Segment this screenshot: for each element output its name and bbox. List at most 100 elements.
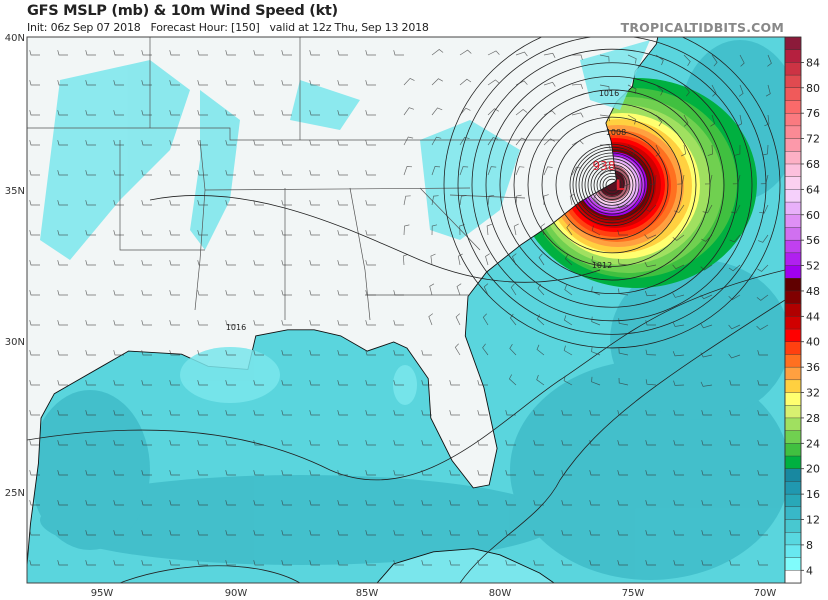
wind-barb — [711, 54, 718, 67]
wind-barb — [337, 200, 348, 206]
wind-barb — [57, 380, 68, 386]
wind-barb — [57, 230, 68, 236]
wind-barb — [449, 440, 460, 446]
wind-barb — [702, 204, 713, 214]
wind-barb — [589, 470, 600, 476]
wind-barb — [617, 259, 629, 266]
isobar-ring — [485, 62, 739, 308]
wind-barb — [29, 500, 40, 506]
wind-barb — [644, 234, 657, 239]
wind-barb — [85, 350, 96, 356]
wind-barb — [393, 500, 404, 506]
wind-barb — [393, 50, 404, 56]
wind-barb — [704, 174, 713, 185]
wind-barb — [141, 500, 152, 506]
wind-barb — [113, 380, 124, 386]
wind-barb — [141, 380, 152, 386]
wind-barb — [729, 560, 740, 566]
colorbar-bin — [784, 87, 802, 101]
lat-label: 25N — [5, 488, 25, 499]
wind-barb — [225, 560, 236, 566]
colorbar-bin — [784, 570, 802, 584]
colorbar-bin — [784, 290, 802, 305]
wind-barb — [309, 200, 320, 206]
wind-barb — [627, 84, 637, 94]
wind-barb — [85, 200, 96, 206]
wind-barb — [197, 230, 208, 236]
colorbar-bin — [784, 328, 802, 343]
wind-barb — [197, 500, 208, 506]
wind-barb — [459, 195, 467, 206]
wind-barb — [393, 470, 404, 476]
colorbar-bin — [784, 138, 802, 152]
wind-barb — [738, 84, 744, 97]
wind-barb — [197, 560, 208, 566]
wind-barb — [729, 410, 740, 416]
wind-barb — [403, 77, 415, 86]
colorbar-label: 8 — [806, 539, 813, 552]
wind-barb — [57, 50, 68, 56]
wind-barb — [505, 530, 516, 536]
wind-barb — [757, 234, 769, 243]
colorbar-label: 80 — [806, 82, 820, 95]
wind-barb — [645, 500, 656, 506]
low-pressure-symbol: L — [616, 178, 625, 194]
wind-barb — [197, 320, 208, 326]
wind-barb — [365, 290, 376, 296]
wind-barb — [113, 260, 124, 266]
isobar-label-1016-gulf: 1016 — [226, 323, 246, 332]
wind-barb — [365, 380, 376, 386]
lon-label: 75W — [622, 588, 645, 599]
wind-barb — [337, 50, 348, 56]
cuba-land — [376, 548, 555, 583]
lat-label: 30N — [5, 337, 25, 348]
colorbar-label: 16 — [806, 488, 820, 501]
wind-barb — [760, 174, 769, 185]
isobar-ring — [499, 75, 725, 295]
wind-barb — [767, 54, 772, 67]
wind-barb — [505, 410, 516, 416]
wind-barb — [431, 78, 443, 86]
wind-barb — [85, 440, 96, 446]
colorbar-bin — [784, 506, 802, 521]
wind-barb — [169, 80, 180, 86]
wind-barb — [673, 500, 684, 506]
wind-barb — [169, 50, 180, 56]
wind-barb — [225, 470, 236, 476]
wind-barb — [757, 410, 768, 416]
wind-barb — [645, 440, 656, 446]
wind-barb — [365, 410, 376, 416]
wind-barb — [571, 140, 584, 146]
wind-barb — [543, 81, 556, 87]
wind-barb — [627, 54, 637, 64]
wind-barb — [617, 440, 628, 446]
wind-barb — [487, 194, 495, 206]
wind-barb — [509, 344, 517, 356]
wind-barb — [113, 230, 124, 236]
wind-barb — [454, 343, 461, 356]
colorbar-label: 84 — [806, 56, 820, 69]
wind-barb — [253, 230, 264, 236]
wind-barb — [337, 350, 348, 356]
wind-barb — [533, 440, 544, 446]
wind-barb — [701, 440, 712, 446]
wind-barb — [197, 350, 208, 356]
wind-barb — [253, 380, 264, 386]
wind-barb — [85, 320, 96, 326]
wind-barb — [57, 260, 68, 266]
wind-barb — [365, 170, 376, 176]
wind-barb — [337, 530, 348, 536]
wind-barb — [281, 50, 292, 56]
wind-barb — [700, 294, 713, 300]
wind-barb — [365, 50, 376, 56]
wind-barb — [421, 440, 432, 446]
wind-barb — [538, 253, 545, 266]
wind-barb — [561, 410, 572, 416]
wind-barb — [589, 410, 600, 416]
isobar-ring — [471, 48, 753, 322]
map-title: GFS MSLP (mb) & 10m Wind Speed (kt) — [27, 3, 338, 19]
wind-barb — [429, 283, 435, 296]
colorbar-label: 20 — [806, 463, 820, 476]
wind-barb — [729, 500, 740, 506]
wind-barb — [421, 500, 432, 506]
